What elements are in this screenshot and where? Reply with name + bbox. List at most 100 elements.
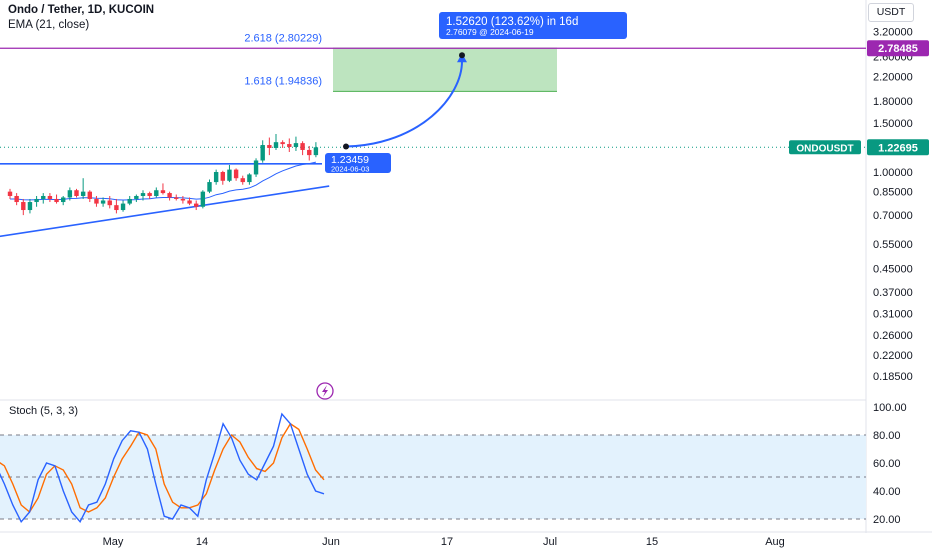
price-tick-label: 1.50000 <box>873 118 913 130</box>
time-tick-label: Jun <box>322 536 340 548</box>
candle-body <box>313 147 319 156</box>
candle-body <box>127 198 132 204</box>
symbol-title[interactable]: Ondo / Tether, 1D, KUCOIN <box>8 4 155 16</box>
price-tick-label: 0.45000 <box>873 263 913 275</box>
projection-end-box <box>439 12 627 39</box>
candle-body <box>7 191 13 196</box>
candle-body <box>47 195 53 199</box>
ema-legend[interactable]: EMA (21, close) <box>8 19 90 31</box>
candle-body <box>167 193 172 198</box>
candle-body <box>220 172 225 181</box>
price-tick-label: 2.20000 <box>873 72 913 84</box>
symbol-tag-text: ONDOUSDT <box>796 143 853 154</box>
candle-body <box>213 172 219 183</box>
candle-body <box>67 190 73 198</box>
target-price-tag <box>867 40 929 57</box>
price-tick-label: 0.26000 <box>873 330 913 342</box>
time-tick-label: May <box>103 536 124 548</box>
candle-body <box>307 149 312 156</box>
price-tick-label: 0.85000 <box>873 187 913 199</box>
time-tick-label: 17 <box>441 536 453 548</box>
projection-arrow <box>345 61 463 148</box>
candle-body <box>147 193 152 196</box>
target-price-text: 2.78485 <box>878 43 918 55</box>
price-tick-label: 0.70000 <box>873 210 913 222</box>
projection-summary: 1.52620 (123.62%) in 16d <box>446 16 578 28</box>
candle-body <box>154 190 159 196</box>
candle-body <box>140 193 146 196</box>
candle-body <box>247 174 252 183</box>
stoch-d-line <box>0 422 325 514</box>
projection-start-date: 2024-06-03 <box>331 165 369 174</box>
projection-start-dot <box>343 143 349 150</box>
stoch-tick-label: 100.00 <box>873 402 907 414</box>
target-zone <box>333 47 557 92</box>
candle-body <box>233 169 239 179</box>
candle-body <box>227 169 232 181</box>
price-tick-label: 1.80000 <box>873 96 913 108</box>
candle-body <box>300 143 305 150</box>
price-tick-label: 0.18500 <box>873 371 913 383</box>
lightning-icon-glyph <box>322 385 328 397</box>
candle-body <box>34 198 39 203</box>
candle-body <box>74 190 79 196</box>
candle-body <box>21 202 26 211</box>
candle-body <box>200 191 206 207</box>
stoch-legend[interactable]: Stoch (5, 3, 3) <box>9 405 79 417</box>
price-tick-label: 0.37000 <box>873 287 913 299</box>
support-trendline <box>0 185 330 238</box>
price-tick-label: 1.00000 <box>873 167 913 179</box>
time-tick-label: Aug <box>765 536 785 548</box>
stoch-tick-label: 40.00 <box>873 486 901 498</box>
candle-body <box>94 198 99 204</box>
candle-body <box>114 205 119 211</box>
candle-body <box>174 197 179 199</box>
candle-body <box>280 142 285 145</box>
candle-body <box>260 145 265 161</box>
candle-body <box>41 195 46 199</box>
candle-body <box>287 144 292 147</box>
current-price-tag <box>867 139 929 156</box>
candle-body <box>80 191 86 196</box>
fib-1618-label: 1.618 (1.94836) <box>244 75 322 87</box>
candle-body <box>194 203 199 207</box>
candle-body <box>14 195 19 203</box>
price-tick-label: 0.31000 <box>873 309 913 321</box>
candle-body <box>267 145 272 148</box>
projection-detail: 2.76079 @ 2024-06-19 <box>446 27 534 37</box>
time-tick-label: 15 <box>646 536 658 548</box>
candle-body <box>293 143 299 147</box>
candle-body <box>120 203 126 211</box>
candle-body <box>253 160 259 175</box>
current-price-text: 1.22695 <box>878 142 918 154</box>
stoch-tick-label: 60.00 <box>873 458 901 470</box>
stoch-tick-label: 80.00 <box>873 430 901 442</box>
candle-body <box>134 195 139 199</box>
projection-end-dot <box>459 52 465 59</box>
candle-body <box>273 142 279 148</box>
stoch-tick-label: 20.00 <box>873 514 901 526</box>
price-tick-label: 0.55000 <box>873 239 913 251</box>
candle-body <box>61 197 66 203</box>
stoch-k-line <box>0 412 325 524</box>
candle-body <box>87 191 92 199</box>
candle-body <box>240 178 245 183</box>
candle-body <box>107 200 112 206</box>
price-tick-label: 3.20000 <box>873 26 913 38</box>
candle-body <box>187 200 192 204</box>
candle-body <box>54 198 59 203</box>
fib-2618-label: 2.618 (2.80229) <box>244 32 322 44</box>
currency-button[interactable]: USDT <box>868 3 914 22</box>
time-tick-label: 14 <box>196 536 208 548</box>
time-tick-label: Jul <box>543 536 557 548</box>
candle-body <box>207 182 212 192</box>
candle-body <box>160 190 166 194</box>
symbol-tag <box>789 140 861 155</box>
price-tick-label: 0.22000 <box>873 350 913 362</box>
projection-start-box <box>325 153 391 173</box>
candle-body <box>100 200 106 204</box>
candle-body <box>180 198 186 201</box>
projection-start-price: 1.23459 <box>331 154 369 166</box>
